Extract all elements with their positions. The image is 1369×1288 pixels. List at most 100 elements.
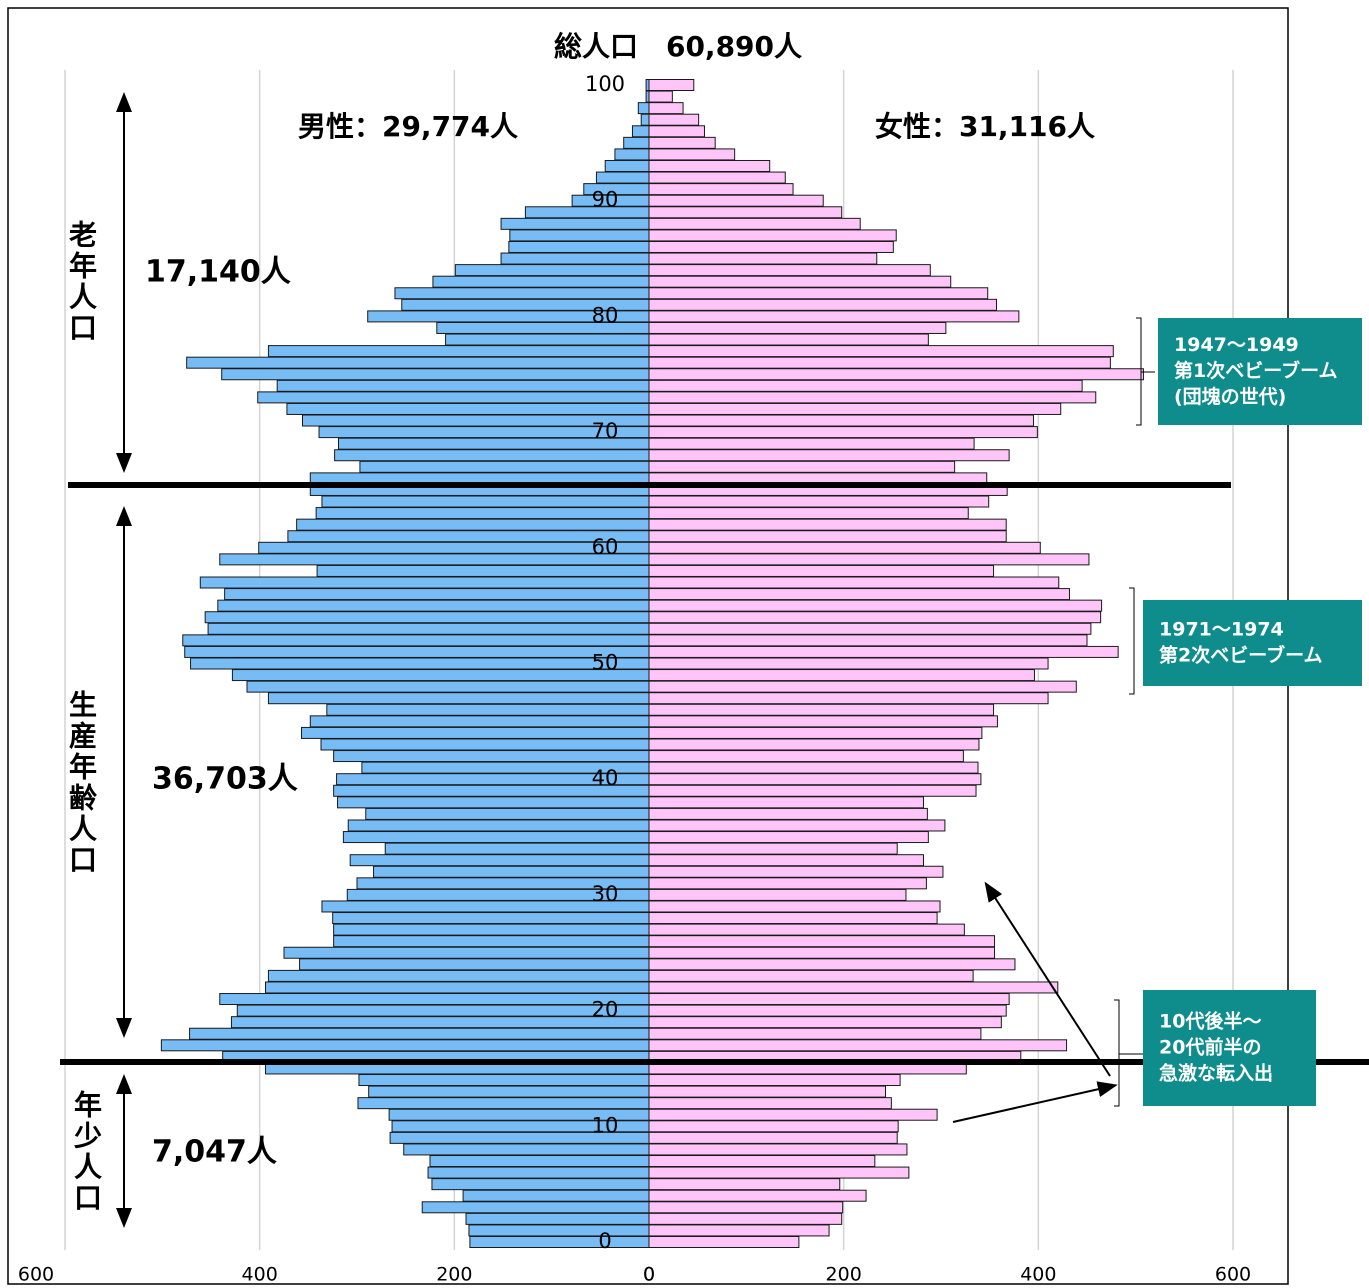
chart-title: 総人口 60,890人 [554,30,802,63]
bar [648,507,969,520]
y-tick-label: 100 [585,72,625,96]
bar [230,1016,650,1029]
bar [648,923,965,936]
bar [648,460,956,473]
bar [648,807,928,820]
bar [648,1027,982,1040]
bar [334,449,650,462]
bar [614,148,650,161]
bar [204,611,650,624]
bar [648,657,1049,670]
bar [648,495,990,508]
bracket [1114,999,1143,1107]
bar [648,391,1097,404]
y-tick-label: 10 [592,1113,619,1137]
bar [199,576,650,589]
bar [648,993,1010,1006]
bar [648,935,996,948]
bar [648,738,980,751]
bar [648,599,1103,612]
bar [337,796,650,809]
bar [648,680,1077,693]
x-tick-label: 600 [18,1264,54,1286]
bar [648,1120,899,1133]
bar [648,183,794,196]
bar [623,136,650,149]
bar [257,391,650,404]
bar [648,171,786,184]
bracket [1129,587,1135,695]
y-tick-label: 50 [592,651,619,675]
annotation-text: 1971～1974 [1159,619,1284,641]
x-tick-label: 400 [1020,1264,1056,1286]
bar [190,657,650,670]
y-tick-label: 60 [592,535,619,559]
legend-label: 男性：29,774人 [298,110,518,143]
bar [648,796,924,809]
bar [648,1236,800,1248]
bar [648,414,1034,427]
group-total: 7,047人 [152,1135,277,1170]
bar [631,125,650,138]
bar [431,1178,650,1191]
bar [333,923,650,936]
bar [445,333,650,346]
bar [637,102,650,115]
bar [648,333,929,346]
bar [296,518,650,531]
bar [648,113,700,126]
bar [403,1143,650,1156]
bar [432,275,650,288]
bar [648,750,964,763]
bar [384,842,650,855]
bar [648,1189,867,1202]
bar [358,1074,650,1087]
bar [524,206,650,219]
bar [648,842,898,855]
bar [648,148,736,161]
bar [258,541,650,554]
bar [221,368,650,381]
bar [236,1004,650,1017]
bar [648,819,946,832]
bar [326,703,650,716]
bar [648,1143,908,1156]
bar [648,310,1020,323]
bars [160,79,1144,1248]
bar [648,90,673,103]
annotation-text: 第1次ベビーブーム [1174,359,1338,382]
annotation-text: 20代前半の [1159,1036,1261,1059]
bar [347,819,650,832]
bar [394,287,650,300]
bar [648,1224,830,1237]
bar [648,206,843,219]
bar [648,669,1035,682]
bar [648,530,1007,543]
bar [267,345,650,358]
x-tick-label: 200 [436,1264,472,1286]
bar [429,1155,650,1168]
bar [427,1166,650,1179]
y-tick-label: 0 [598,1229,611,1253]
x-tick-label: 0 [643,1264,655,1286]
bar [359,460,650,473]
bar [648,900,941,913]
bar [648,159,771,172]
bar [648,102,684,115]
bar [283,946,650,959]
bar [648,217,861,230]
bar [648,298,997,311]
bar [357,1097,650,1110]
bar [333,750,650,763]
bar [648,1178,841,1191]
bar [648,287,989,300]
bar [648,275,952,288]
y-tick-label: 30 [592,882,619,906]
bar [301,726,650,739]
bar [286,402,650,415]
bar [276,379,650,392]
bar [231,669,650,682]
bar [321,495,650,508]
bar [648,402,1062,415]
